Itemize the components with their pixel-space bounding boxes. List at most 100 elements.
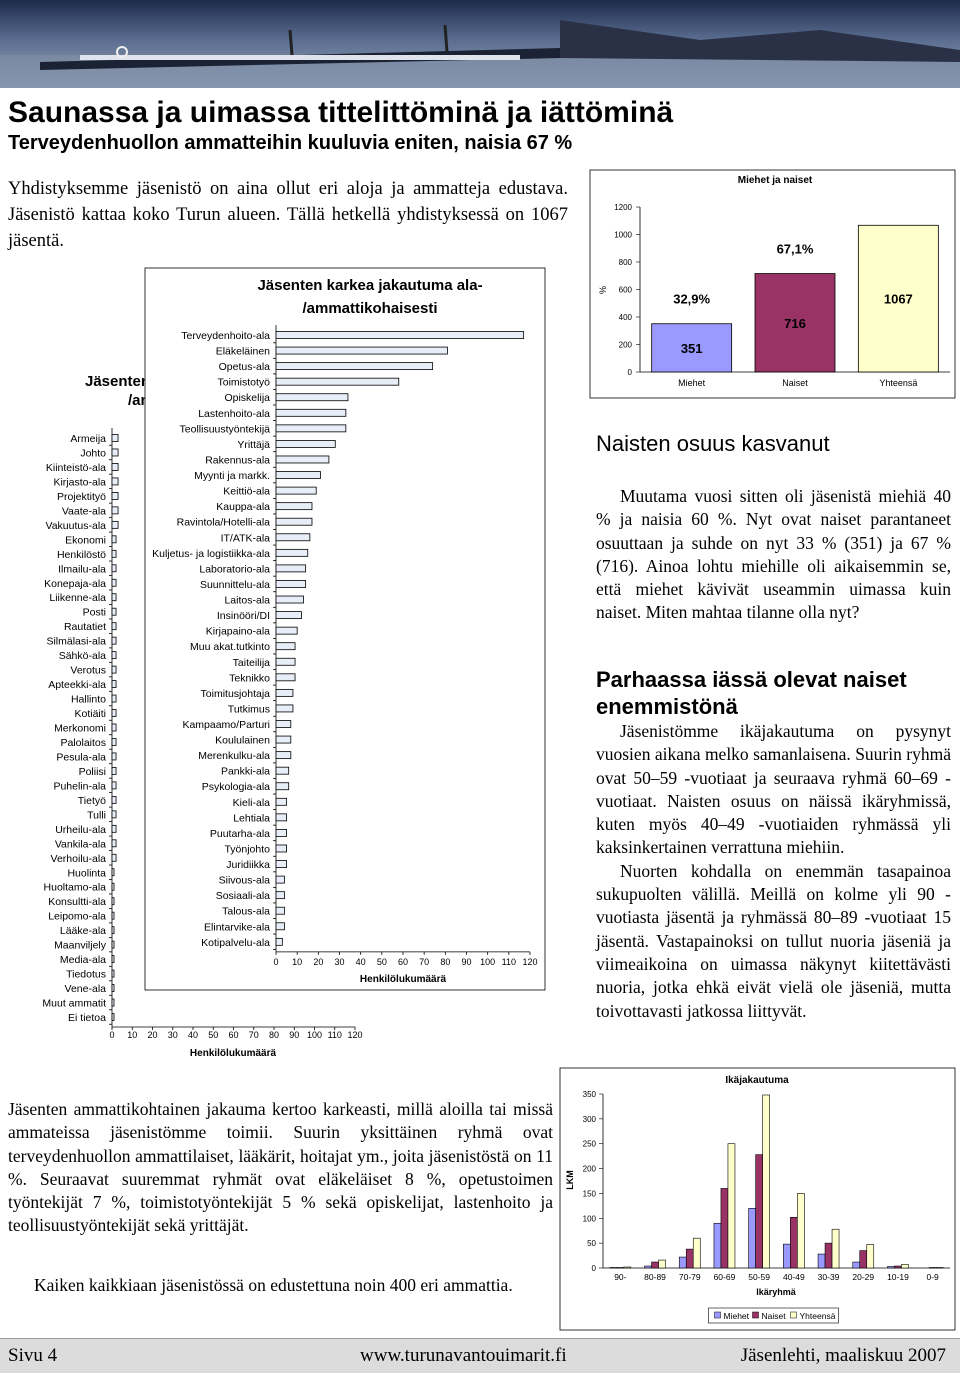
category-label: Tiedotus [66,969,106,981]
category-label: Merenkulku-ala [198,750,270,762]
y-tick-label: 350 [583,1090,597,1099]
category-label: Opiskelija [224,392,270,404]
bar [111,781,117,790]
section-heading: Parhaassa iässä olevat naiset enemmistön… [596,667,907,719]
category-label: Verhoilu-ala [51,853,107,865]
category-label: Vene-ala [65,983,107,995]
category-label: Teknikko [229,672,270,684]
bar [817,1253,826,1269]
section-heading: Naisten osuus kasvanut [596,431,830,456]
category-label: Tulli [87,809,106,821]
category-label: Vaate-ala [62,505,106,517]
category-label: Ilmailu-ala [58,563,106,575]
bar [887,1266,895,1269]
bar [275,517,313,526]
bar [111,506,119,515]
bar [111,911,115,920]
category-label: Projektityö [57,491,106,503]
category-label: Eläkeläinen [216,346,270,358]
x-tick-label: 50 [208,1030,218,1040]
x-tick-label: 60 [228,1030,238,1040]
x-tick-label: 50 [377,957,387,967]
bar [111,636,117,645]
category-label: Elintarvike-ala [204,921,270,933]
category-label: Ei tietoa [68,1012,106,1024]
bar [783,1243,791,1269]
y-tick-label: 150 [583,1189,597,1198]
footer: Sivu 4 www.turunavantouimarit.fi Jäsenle… [0,1338,960,1373]
category-label: Sosiaali-ala [216,890,270,902]
legend-frame [708,1307,839,1324]
bar [275,860,287,868]
bar [651,1261,659,1269]
category-label: Suunnittelu-ala [200,579,270,591]
bar [275,891,285,900]
bar [275,486,317,495]
category-label: Tietyö [78,795,106,807]
category-label: Media-ala [60,954,106,966]
footer-issue: Jäsenlehti, maaliskuu 2007 [740,1345,946,1366]
y-tick-label: 250 [583,1140,597,1149]
x-tick-label: Yhteensä [879,378,917,388]
category-label: Juridiikka [226,859,270,871]
category-label: Poliisi [79,766,106,778]
intro-text: Yhdistyksemme jäsenistö on aina ollut er… [8,179,568,251]
chart-title: Ikäjakautuma [725,1075,789,1086]
bar [275,673,296,682]
category-label: Muu akat.tutkinto [190,641,270,653]
category-label: Myynti ja markk. [194,470,270,482]
x-tick-label: 110 [502,957,516,967]
x-tick-label: 30-39 [818,1272,840,1282]
category-label: Rakennus-ala [205,454,270,466]
bar [857,224,939,373]
category-label: Posti [83,607,106,619]
bar [275,580,307,588]
category-label: Huolinta [67,867,106,879]
x-tick-label: 30 [334,957,344,967]
x-tick-label: 120 [522,957,537,967]
section: Naisten osuus kasvanut Muutama vuosi sit… [596,430,951,625]
x-tick-label: 50-59 [748,1272,770,1282]
x-tick-label: 40 [356,957,366,967]
x-tick-label: 30 [168,1030,178,1040]
bar [111,955,115,963]
bar [755,1154,763,1269]
category-label: Verotus [70,665,106,677]
bar [275,657,296,666]
y-tick-label: 100 [583,1214,597,1223]
category-label: Urheilu-ala [55,824,106,836]
bar [275,844,287,853]
bar [111,520,119,529]
bar [866,1244,875,1269]
y-tick-label: 300 [583,1115,597,1124]
bar [111,926,115,935]
bar [111,998,115,1007]
category-label: Puhelin-ala [53,780,106,792]
category-label: Merkonomi [54,723,106,735]
x-tick-label: 70 [419,957,429,967]
bar [275,377,400,386]
bar [111,622,117,631]
legend-label: Yhteensä [800,1311,836,1321]
category-label: Lääke-ala [60,925,106,937]
chart-background [144,267,546,991]
y-tick-label: 200 [619,341,633,350]
x-tick-label: 10 [127,1030,137,1040]
category-label: Yrittäjä [237,439,270,451]
bar [720,1188,729,1269]
x-axis-label: Henkilölukumäärä [360,974,447,985]
category-label: Liikenne-ala [49,592,106,604]
legend-swatch [752,1311,759,1319]
category-label: Johto [80,447,106,459]
bar [111,940,115,949]
bar [275,937,283,946]
y-tick-label: 0 [592,1264,597,1273]
chart-title: Jäsenten [85,373,150,390]
bar [824,1242,833,1269]
bar [111,578,117,587]
x-tick-label: 40 [188,1030,198,1040]
y-tick-label: 0 [628,368,633,377]
x-tick-label: 120 [347,1030,362,1040]
bar [831,1228,840,1269]
x-tick-label: 10-19 [887,1272,909,1282]
